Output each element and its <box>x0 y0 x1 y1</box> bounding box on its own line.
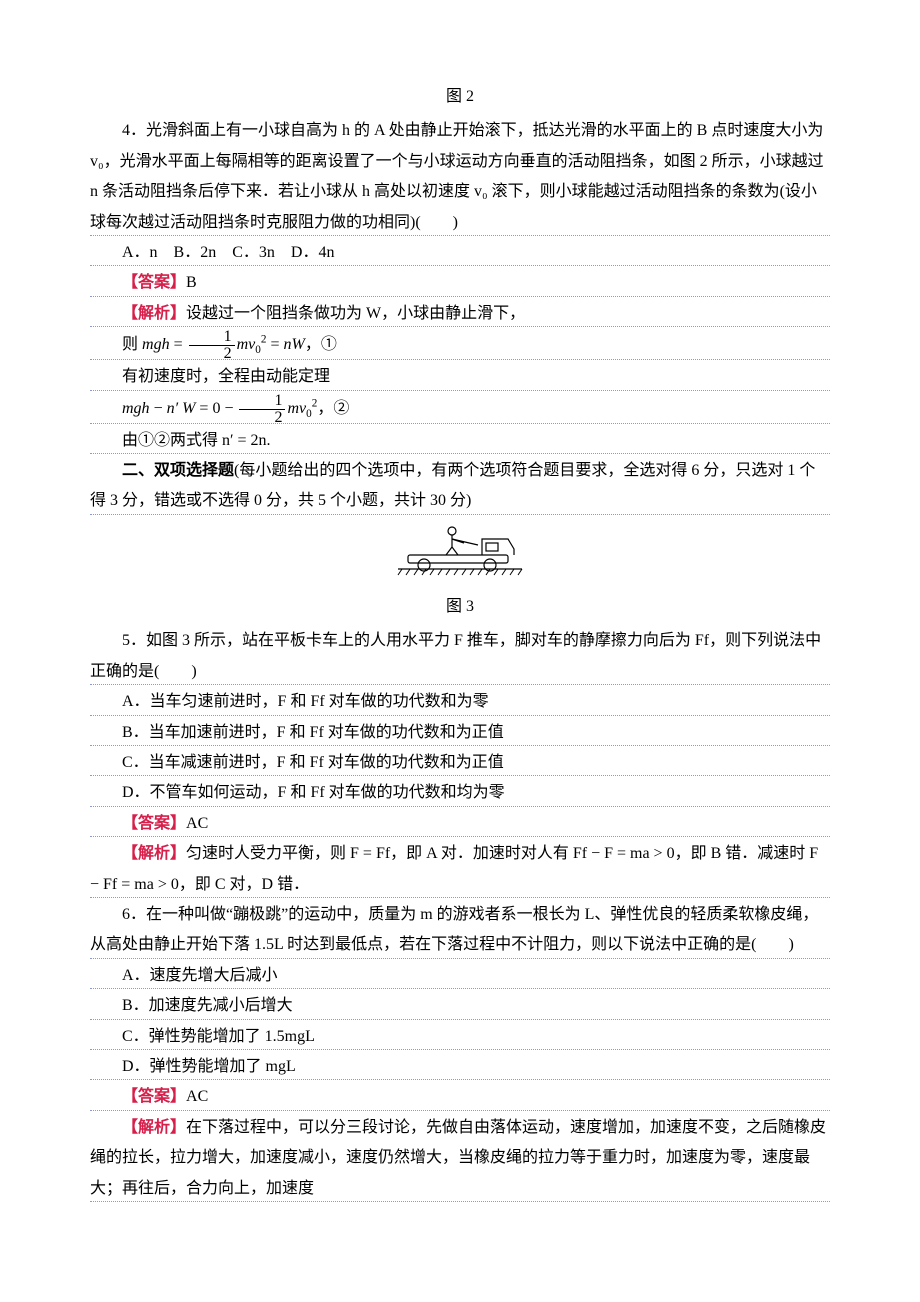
q4-eq-2: mgh − n′ W = 0 − 12mv02，② <box>90 393 830 426</box>
q4-exp-1: 设越过一个阻挡条做功为 W，小球由静止滑下， <box>186 305 525 322</box>
q5-exp: 匀速时人受力平衡，则 F = Ff，即 A 对．加速时对人有 Ff − F = … <box>90 845 818 892</box>
figure-3-label: 图 3 <box>90 592 830 622</box>
q5-answer-line: 【答案】AC <box>90 809 830 839</box>
q4-stem: 4．光滑斜面上有一小球自高为 h 的 A 处由静止开始滚下，抵达光滑的水平面上的… <box>90 116 830 238</box>
answer-label: 【答案】 <box>122 815 186 832</box>
q5-explain: 【解析】匀速时人受力平衡，则 F = Ff，即 A 对．加速时对人有 Ff − … <box>90 839 830 900</box>
q4-exp-3: 由①②两式得 n′ = 2n. <box>90 426 830 456</box>
figure-3 <box>90 523 830 590</box>
q6-opt-c: C．弹性势能增加了 1.5mgL <box>90 1022 830 1052</box>
eq1-prefix: 则 <box>122 336 142 353</box>
explain-label: 【解析】 <box>122 305 186 322</box>
q5-stem: 5．如图 3 所示，站在平板卡车上的人用水平力 F 推车，脚对车的静摩擦力向后为… <box>90 626 830 687</box>
q6-answer: AC <box>186 1088 208 1105</box>
truck-icon <box>390 523 530 579</box>
section-2-heading: 二、双项选择题(每小题给出的四个选项中，有两个选项符合题目要求，全选对得 6 分… <box>90 456 830 517</box>
q6-answer-line: 【答案】AC <box>90 1082 830 1112</box>
q6-opt-b: B．加速度先减小后增大 <box>90 991 830 1021</box>
q5-opt-b: B．当车加速前进时，F 和 Ff 对车做的功代数和为正值 <box>90 718 830 748</box>
explain-label: 【解析】 <box>122 1119 186 1136</box>
q4-answer: B <box>186 274 197 291</box>
answer-label: 【答案】 <box>122 1088 186 1105</box>
explain-label: 【解析】 <box>122 845 186 862</box>
q6-explain: 【解析】在下落过程中，可以分三段讨论，先做自由落体运动，速度增加，加速度不变，之… <box>90 1113 830 1204</box>
figure-2-label: 图 2 <box>90 82 830 112</box>
page: 图 2 4．光滑斜面上有一小球自高为 h 的 A 处由静止开始滚下，抵达光滑的水… <box>90 82 830 1204</box>
q5-opt-c: C．当车减速前进时，F 和 Ff 对车做的功代数和为正值 <box>90 748 830 778</box>
q6-exp: 在下落过程中，可以分三段讨论，先做自由落体运动，速度增加，加速度不变，之后随橡皮… <box>90 1119 826 1197</box>
q5-opt-d: D．不管车如何运动，F 和 Ff 对车做的功代数和均为零 <box>90 778 830 808</box>
q5-answer: AC <box>186 815 208 832</box>
answer-label: 【答案】 <box>122 274 186 291</box>
q5-opt-a: A．当车匀速前进时，F 和 Ff 对车做的功代数和为零 <box>90 687 830 717</box>
q4-exp-2: 有初速度时，全程由动能定理 <box>90 362 830 392</box>
q4-explain-line-1: 【解析】设越过一个阻挡条做功为 W，小球由静止滑下， <box>90 299 830 329</box>
q4-options: A．n B．2n C．3n D．4n <box>90 238 830 268</box>
q6-opt-d: D．弹性势能增加了 mgL <box>90 1052 830 1082</box>
q6-opt-a: A．速度先增大后减小 <box>90 961 830 991</box>
q6-stem: 6．在一种叫做“蹦极跳”的运动中，质量为 m 的游戏者系一根长为 L、弹性优良的… <box>90 900 830 961</box>
q4-answer-line: 【答案】B <box>90 268 830 298</box>
q4-eq-1: 则 mgh = 12mv02 = nW，① <box>90 329 830 362</box>
